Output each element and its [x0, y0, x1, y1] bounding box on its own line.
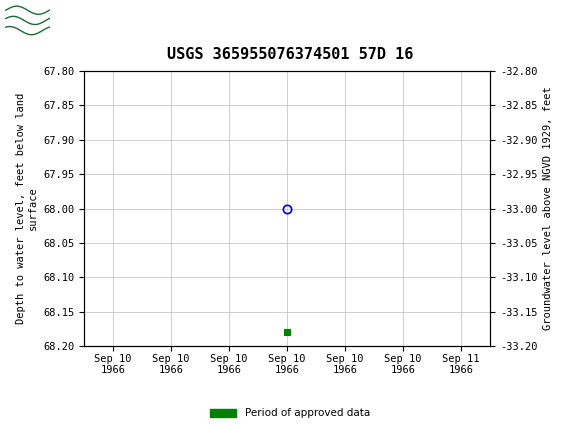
Bar — [6, 2, 49, 39]
Legend: Period of approved data: Period of approved data — [206, 404, 374, 423]
Text: USGS: USGS — [55, 12, 110, 29]
Y-axis label: Groundwater level above NGVD 1929, feet: Groundwater level above NGVD 1929, feet — [543, 87, 553, 330]
Text: USGS 365955076374501 57D 16: USGS 365955076374501 57D 16 — [167, 47, 413, 62]
Y-axis label: Depth to water level, feet below land
surface: Depth to water level, feet below land su… — [16, 93, 38, 324]
